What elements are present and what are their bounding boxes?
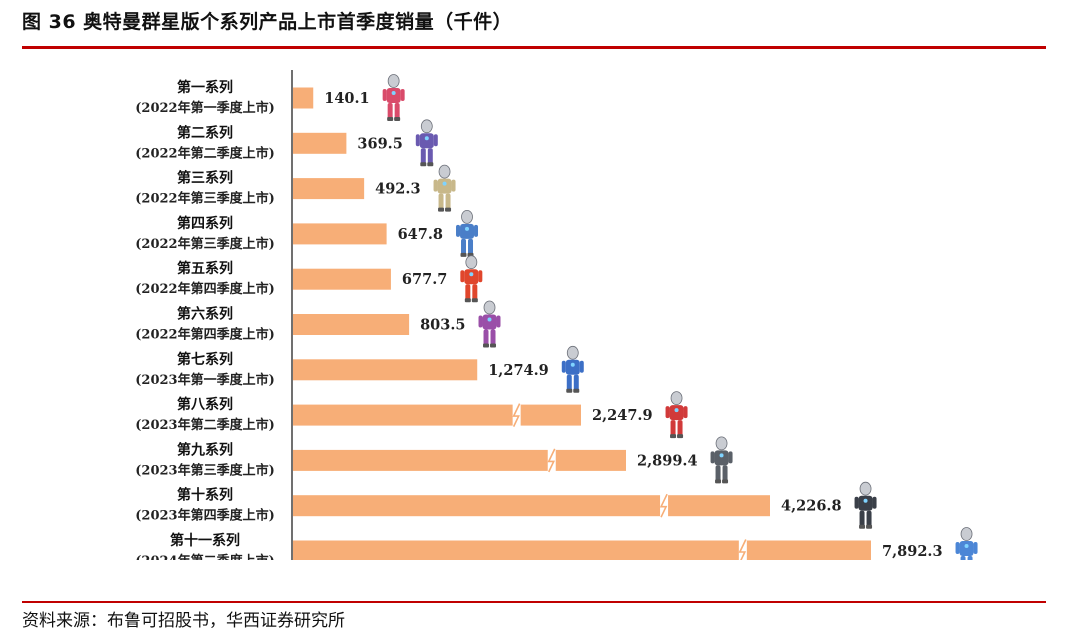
value-label: 1,274.9 — [488, 362, 549, 379]
category-sublabel: (2023年第三季度上市) — [135, 462, 274, 478]
value-label: 2,899.4 — [637, 452, 698, 469]
category-sublabel: (2023年第二季度上市) — [135, 417, 274, 433]
bar — [293, 449, 626, 471]
value-label: 7,892.3 — [882, 543, 943, 560]
value-label: 647.8 — [398, 226, 443, 243]
category-label: 第四系列 — [177, 215, 233, 232]
source-note: 资料来源：布鲁可招股书，华西证券研究所 — [22, 611, 345, 631]
bar — [293, 495, 770, 517]
category-label: 第一系列 — [177, 79, 233, 96]
category-sublabel: (2022年第四季度上市) — [135, 327, 274, 343]
sales-bar-chart: 第一系列 (2022年第一季度上市) 140.1 第二系列 (2022年第二季度上市) 3… — [135, 70, 978, 560]
category-label: 第八系列 — [177, 396, 233, 413]
bar — [293, 314, 410, 335]
value-label: 803.5 — [420, 317, 465, 334]
category-label: 第七系列 — [177, 351, 233, 368]
title-rule — [22, 46, 1046, 49]
category-label: 第六系列 — [177, 306, 233, 323]
ultraman-figure-icon — [710, 436, 733, 484]
category-sublabel: (2023年第一季度上市) — [135, 372, 274, 388]
category-label: 第二系列 — [177, 124, 233, 141]
bar — [293, 132, 347, 154]
footer-rule — [22, 601, 1046, 603]
category-label: 第五系列 — [177, 260, 233, 277]
figure-title: 图 36 奥特曼群星版个系列产品上市首季度销量（千件） — [22, 11, 513, 33]
value-label: 140.1 — [324, 90, 369, 107]
ultraman-figure-icon — [433, 164, 456, 212]
ultraman-figure-icon — [665, 391, 688, 439]
ultraman-figure-icon — [460, 255, 483, 303]
bar — [293, 404, 581, 426]
axis-break-marker — [738, 539, 747, 560]
category-label: 第十系列 — [177, 487, 233, 504]
category-sublabel: (2024年第二季度上市) — [135, 553, 274, 560]
category-sublabel: (2022年第三季度上市) — [135, 191, 274, 207]
ultraman-figure-icon — [478, 300, 501, 348]
axis-break-marker — [547, 448, 556, 473]
value-label: 677.7 — [402, 271, 447, 288]
axis-break-marker — [659, 493, 669, 518]
bar — [293, 540, 871, 560]
ultraman-figure-icon — [561, 345, 584, 393]
category-sublabel: (2022年第三季度上市) — [135, 236, 274, 252]
bar — [293, 87, 314, 109]
value-label: 369.5 — [357, 135, 402, 152]
bar — [293, 178, 365, 200]
bar — [293, 359, 478, 381]
value-label: 4,226.8 — [781, 498, 842, 515]
category-sublabel: (2022年第二季度上市) — [135, 145, 274, 161]
bar — [293, 268, 391, 290]
category-sublabel: (2023年第四季度上市) — [135, 508, 274, 524]
category-label: 第十一系列 — [170, 532, 240, 549]
ultraman-figure-icon — [382, 74, 405, 121]
category-label: 第三系列 — [177, 170, 233, 187]
category-sublabel: (2022年第四季度上市) — [135, 281, 274, 297]
ultraman-figure-icon — [955, 527, 978, 560]
axis-break-marker — [512, 403, 521, 427]
category-label: 第九系列 — [177, 441, 233, 458]
ultraman-figure-icon — [854, 481, 877, 529]
value-label: 492.3 — [375, 181, 420, 198]
category-sublabel: (2022年第一季度上市) — [135, 100, 274, 116]
bar — [293, 223, 387, 245]
ultraman-figure-icon — [415, 119, 438, 167]
ultraman-figure-icon — [456, 209, 479, 257]
value-label: 2,247.9 — [592, 407, 653, 424]
